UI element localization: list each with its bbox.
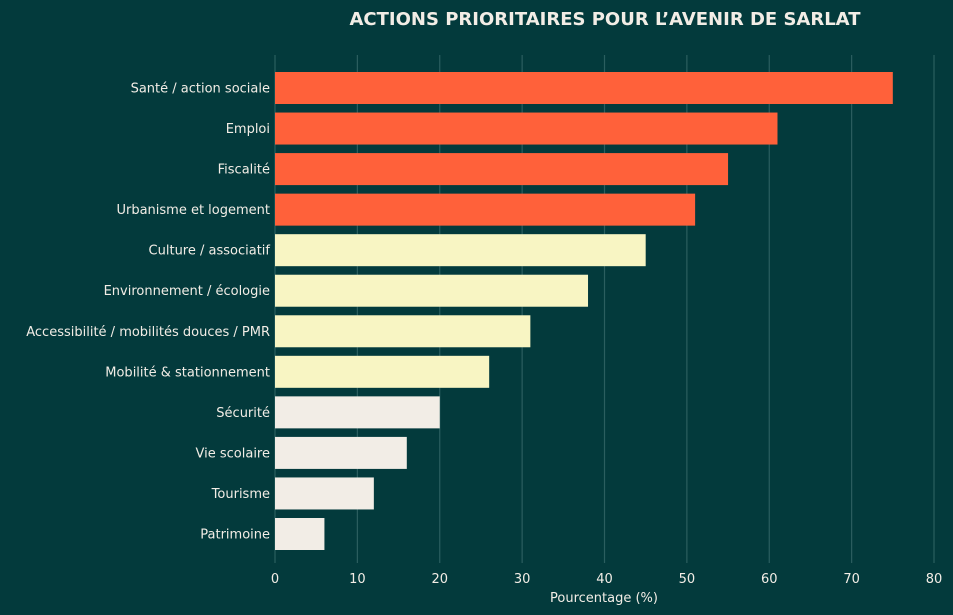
bar	[275, 153, 729, 186]
x-tick-label: 10	[349, 572, 366, 587]
bar	[275, 274, 589, 307]
category-label: Patrimoine	[200, 528, 270, 543]
category-label: Sécurité	[216, 406, 270, 421]
x-tick-label: 50	[679, 572, 696, 587]
x-tick-labels: 0 10 20 30 40 50 60 70 80	[271, 572, 942, 587]
x-tick-label: 70	[843, 572, 860, 587]
category-label: Environnement / écologie	[104, 284, 270, 299]
x-tick-label: 30	[514, 572, 531, 587]
category-labels: Santé / action sociale Emploi Fiscalité Urb…	[26, 82, 270, 543]
x-axis-label: Pourcentage (%)	[550, 591, 658, 606]
bars	[275, 72, 893, 550]
category-label: Tourisme	[211, 487, 270, 502]
category-label: Santé / action sociale	[131, 82, 270, 97]
category-label: Mobilité & stationnement	[105, 365, 270, 380]
bar	[275, 436, 407, 469]
category-label: Vie scolaire	[196, 446, 270, 461]
bar	[275, 477, 374, 510]
bar	[275, 315, 531, 348]
x-tick-label: 20	[431, 572, 448, 587]
x-tick-label: 60	[761, 572, 778, 587]
bar	[275, 112, 778, 145]
bar	[275, 72, 893, 104]
bar	[275, 396, 440, 429]
category-label: Fiscalité	[218, 163, 270, 178]
chart-title: ACTIONS PRIORITAIRES POUR L’AVENIR DE SA…	[350, 9, 862, 30]
bar	[275, 193, 696, 226]
bar	[275, 234, 646, 267]
x-tick-label: 80	[926, 572, 943, 587]
x-tick-label: 40	[596, 572, 613, 587]
x-tick-label: 0	[271, 572, 279, 587]
bar	[275, 355, 490, 388]
category-label: Culture / associatif	[149, 244, 271, 259]
bar	[275, 518, 325, 550]
category-label: Accessibilité / mobilités douces / PMR	[26, 325, 270, 340]
category-label: Urbanisme et logement	[116, 203, 270, 218]
category-label: Emploi	[226, 122, 270, 137]
